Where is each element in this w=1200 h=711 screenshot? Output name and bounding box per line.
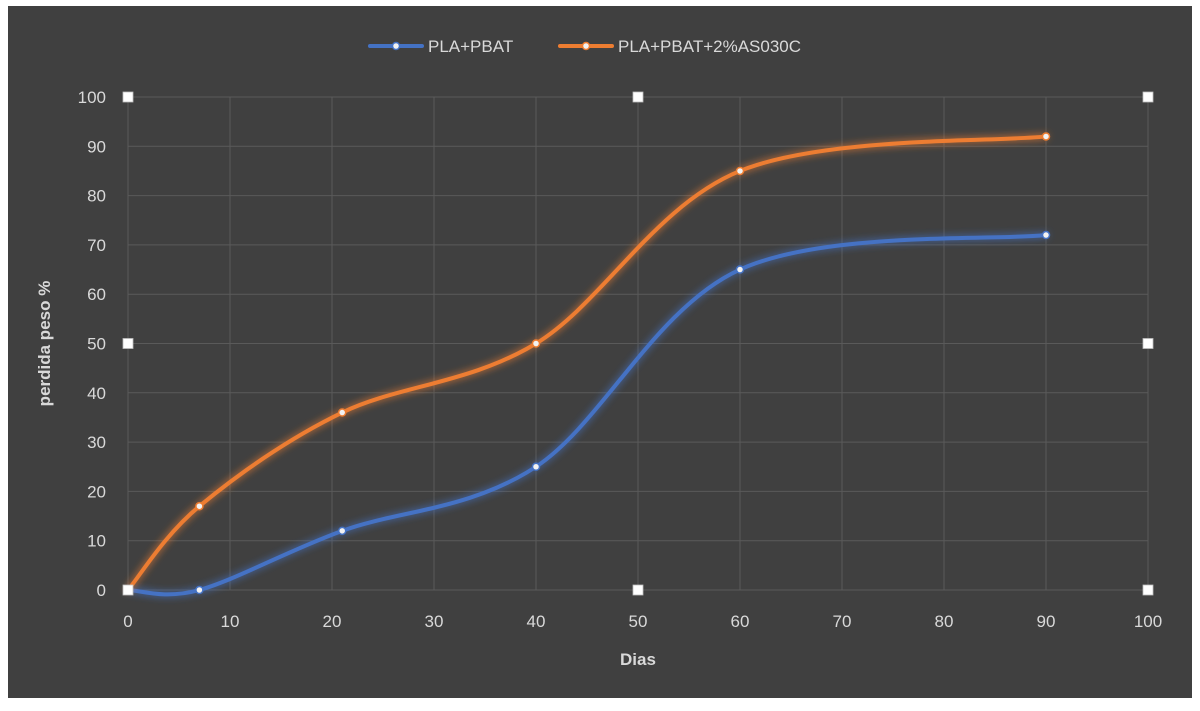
resize-handle[interactable] xyxy=(1142,584,1154,596)
data-point xyxy=(195,585,204,595)
series-line xyxy=(126,134,1048,592)
series-line xyxy=(126,233,1048,597)
legend-marker xyxy=(391,41,401,51)
data-point xyxy=(1041,132,1051,141)
legend-label: PLA+PBAT+2%AS030C xyxy=(618,37,801,56)
chart-svg: 0 10 20 30 40 50 60 70 80 90 100 0 10 20 30 40 50 60 70 80 9… xyxy=(35,37,1163,669)
legend-entry: PLA+PBAT+2%AS030C xyxy=(558,37,801,56)
legend-label: PLA+PBAT xyxy=(428,37,513,56)
x-tick-label: 70 xyxy=(833,612,852,631)
chart-frame: 0 10 20 30 40 50 60 70 80 90 100 0 10 20 30 40 50 60 70 80 9… xyxy=(8,6,1192,698)
x-tick-label: 50 xyxy=(629,612,648,631)
x-tick-label: 60 xyxy=(731,612,750,631)
legend-entry: PLA+PBAT xyxy=(368,37,513,56)
resize-handle[interactable] xyxy=(1142,338,1154,349)
data-point xyxy=(531,339,541,348)
resize-handle[interactable] xyxy=(632,91,644,103)
data-point xyxy=(337,408,347,417)
x-tick-label: 40 xyxy=(527,612,546,631)
y-tick-label: 60 xyxy=(87,285,106,304)
resize-handle[interactable] xyxy=(122,584,134,596)
series-layer xyxy=(123,132,1051,597)
tick-layer: 0 10 20 30 40 50 60 70 80 90 100 0 10 20 30 40 50 60 70 80 9… xyxy=(78,88,1163,631)
x-tick-label: 90 xyxy=(1037,612,1056,631)
x-tick-label: 30 xyxy=(425,612,444,631)
x-tick-label: 10 xyxy=(221,612,240,631)
data-point xyxy=(1041,230,1051,240)
x-tick-label: 100 xyxy=(1134,612,1162,631)
y-tick-label: 80 xyxy=(87,187,106,206)
x-tick-label: 80 xyxy=(935,612,954,631)
series-2 xyxy=(123,132,1051,595)
legend: PLA+PBAT PLA+PBAT+2%AS030C xyxy=(368,37,801,56)
y-tick-label: 50 xyxy=(87,335,106,354)
data-point xyxy=(735,166,745,176)
y-axis-title: perdida peso % xyxy=(35,281,54,407)
y-tick-label: 10 xyxy=(87,532,106,551)
x-tick-label: 20 xyxy=(323,612,342,631)
x-axis-title: Dias xyxy=(620,650,656,669)
y-tick-label: 0 xyxy=(97,581,106,600)
data-point xyxy=(337,526,347,536)
grid-layer xyxy=(127,96,1149,591)
selection-handles[interactable] xyxy=(122,91,1154,596)
x-tick-label: 0 xyxy=(123,612,132,631)
y-tick-label: 90 xyxy=(87,137,106,156)
y-tick-label: 30 xyxy=(87,433,106,452)
series-1 xyxy=(123,230,1051,597)
resize-handle[interactable] xyxy=(1142,91,1154,103)
y-tick-label: 40 xyxy=(87,384,106,403)
y-tick-label: 70 xyxy=(87,236,106,255)
data-point xyxy=(735,265,745,274)
resize-handle[interactable] xyxy=(632,584,644,596)
legend-marker xyxy=(581,41,591,51)
y-tick-label: 100 xyxy=(78,88,106,107)
data-point xyxy=(195,501,204,511)
resize-handle[interactable] xyxy=(122,338,134,349)
y-tick-label: 20 xyxy=(87,482,106,501)
resize-handle[interactable] xyxy=(122,91,134,103)
data-point xyxy=(531,462,541,471)
